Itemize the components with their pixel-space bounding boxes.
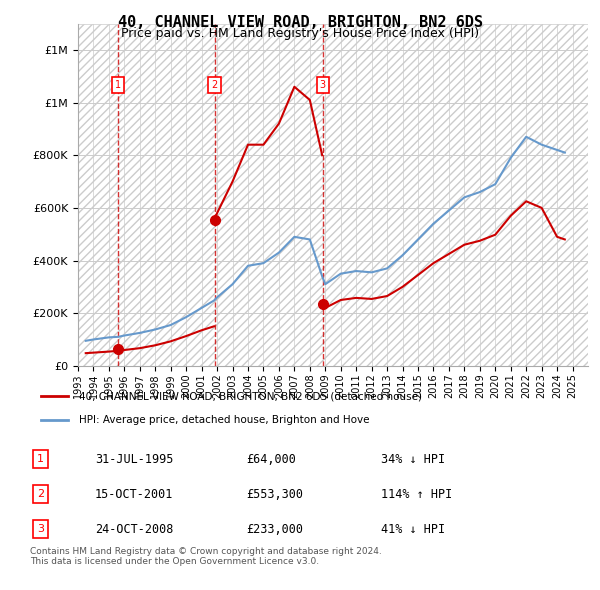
Text: 34% ↓ HPI: 34% ↓ HPI: [381, 453, 445, 466]
Text: 3: 3: [37, 524, 44, 534]
Text: 15-OCT-2001: 15-OCT-2001: [95, 487, 173, 501]
Text: 114% ↑ HPI: 114% ↑ HPI: [381, 487, 452, 501]
Text: 2: 2: [37, 489, 44, 499]
Text: 24-OCT-2008: 24-OCT-2008: [95, 523, 173, 536]
Text: 40, CHANNEL VIEW ROAD, BRIGHTON, BN2 6DS (detached house): 40, CHANNEL VIEW ROAD, BRIGHTON, BN2 6DS…: [79, 391, 422, 401]
Text: Price paid vs. HM Land Registry's House Price Index (HPI): Price paid vs. HM Land Registry's House …: [121, 27, 479, 40]
Text: £233,000: £233,000: [246, 523, 303, 536]
Text: 41% ↓ HPI: 41% ↓ HPI: [381, 523, 445, 536]
Text: £64,000: £64,000: [246, 453, 296, 466]
Text: 1: 1: [115, 80, 121, 90]
Text: 3: 3: [320, 80, 326, 90]
Text: HPI: Average price, detached house, Brighton and Hove: HPI: Average price, detached house, Brig…: [79, 415, 369, 425]
Text: £553,300: £553,300: [246, 487, 303, 501]
Text: 2: 2: [211, 80, 218, 90]
Text: 40, CHANNEL VIEW ROAD, BRIGHTON, BN2 6DS: 40, CHANNEL VIEW ROAD, BRIGHTON, BN2 6DS: [118, 15, 482, 30]
Text: 1: 1: [37, 454, 44, 464]
Text: 31-JUL-1995: 31-JUL-1995: [95, 453, 173, 466]
Text: Contains HM Land Registry data © Crown copyright and database right 2024.
This d: Contains HM Land Registry data © Crown c…: [30, 547, 382, 566]
